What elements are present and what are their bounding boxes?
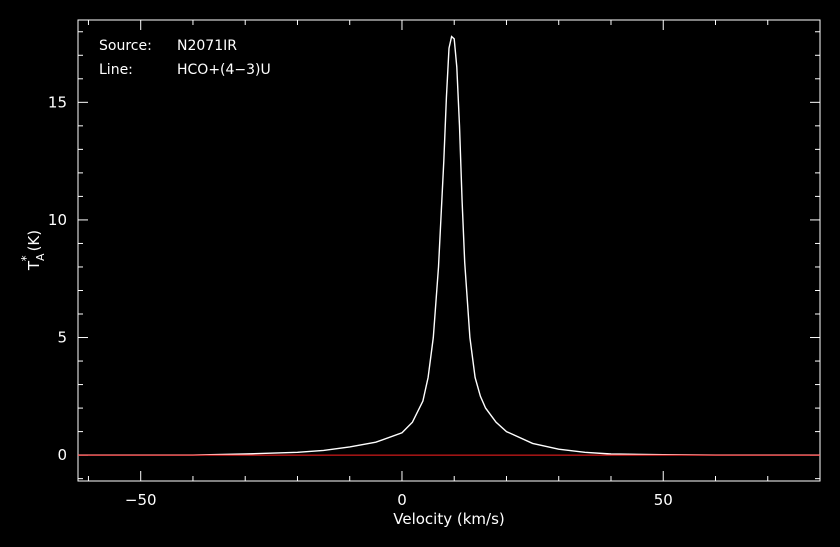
y-tick-label: 5 xyxy=(57,329,67,347)
x-axis-label: Velocity (km/s) xyxy=(393,510,504,528)
y-tick-label: 0 xyxy=(57,446,67,464)
series-group xyxy=(78,35,820,456)
x-tick-label: −50 xyxy=(125,491,157,509)
source-label: Source: xyxy=(99,38,152,54)
x-tick-label: 50 xyxy=(654,491,673,509)
y-axis-label-sub: A xyxy=(34,253,47,261)
source-value: N2071IR xyxy=(177,38,237,54)
y-axis-label-sup: * xyxy=(19,255,33,261)
spectrum-line xyxy=(78,35,820,456)
y-axis-label-unit: (K) xyxy=(25,230,43,252)
y-axis-label-base: T xyxy=(25,260,43,271)
line-label: Line: xyxy=(99,62,133,78)
y-axis-label: TA* (K) xyxy=(19,230,47,271)
axis-ticks: −50 0 50 0 5 10 15 xyxy=(48,20,821,509)
plot-frame xyxy=(77,19,821,482)
line-value: HCO+(4−3)U xyxy=(177,62,271,78)
y-tick-label: 10 xyxy=(48,211,67,229)
x-tick-label: 0 xyxy=(397,491,407,509)
y-tick-label: 15 xyxy=(48,93,67,111)
